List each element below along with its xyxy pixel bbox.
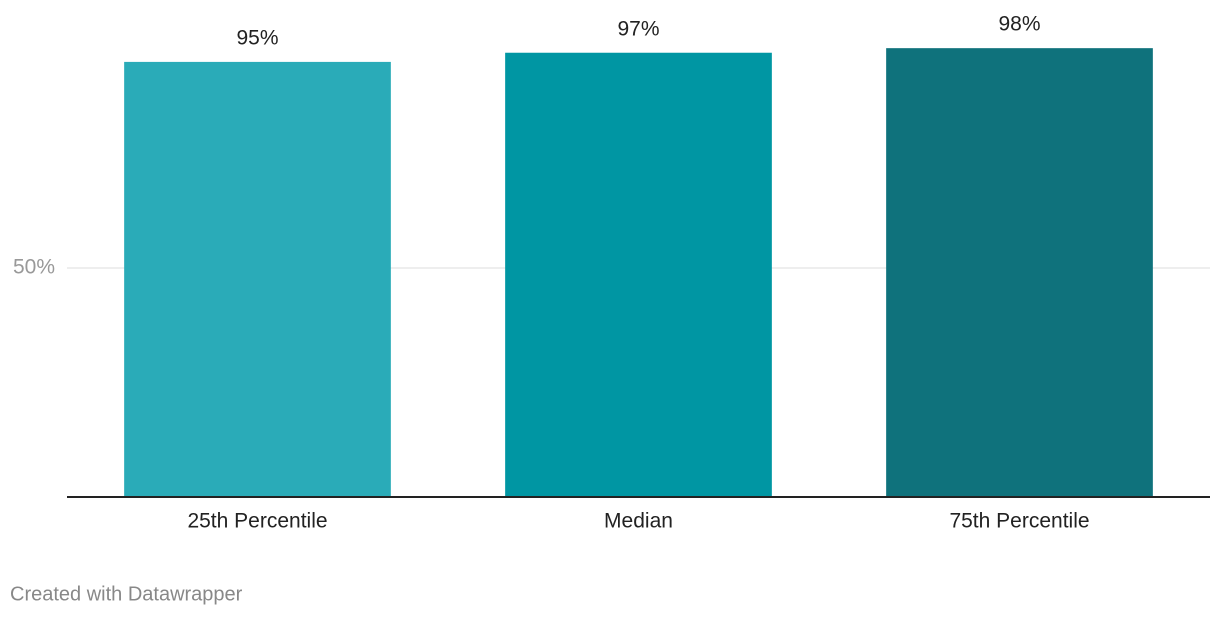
y-tick-label: 50%	[13, 256, 55, 279]
value-label: 95%	[236, 26, 278, 49]
bar	[886, 48, 1153, 497]
bar	[505, 52, 772, 498]
x-tick-label: 25th Percentile	[187, 510, 327, 533]
footer: Created with Datawrapper	[10, 583, 243, 605]
value-label: 97%	[617, 17, 659, 40]
x-tick-label: Median	[604, 510, 673, 533]
bar	[124, 61, 391, 498]
value-label: 98%	[998, 13, 1040, 36]
x-tick-label: 75th Percentile	[949, 510, 1089, 533]
